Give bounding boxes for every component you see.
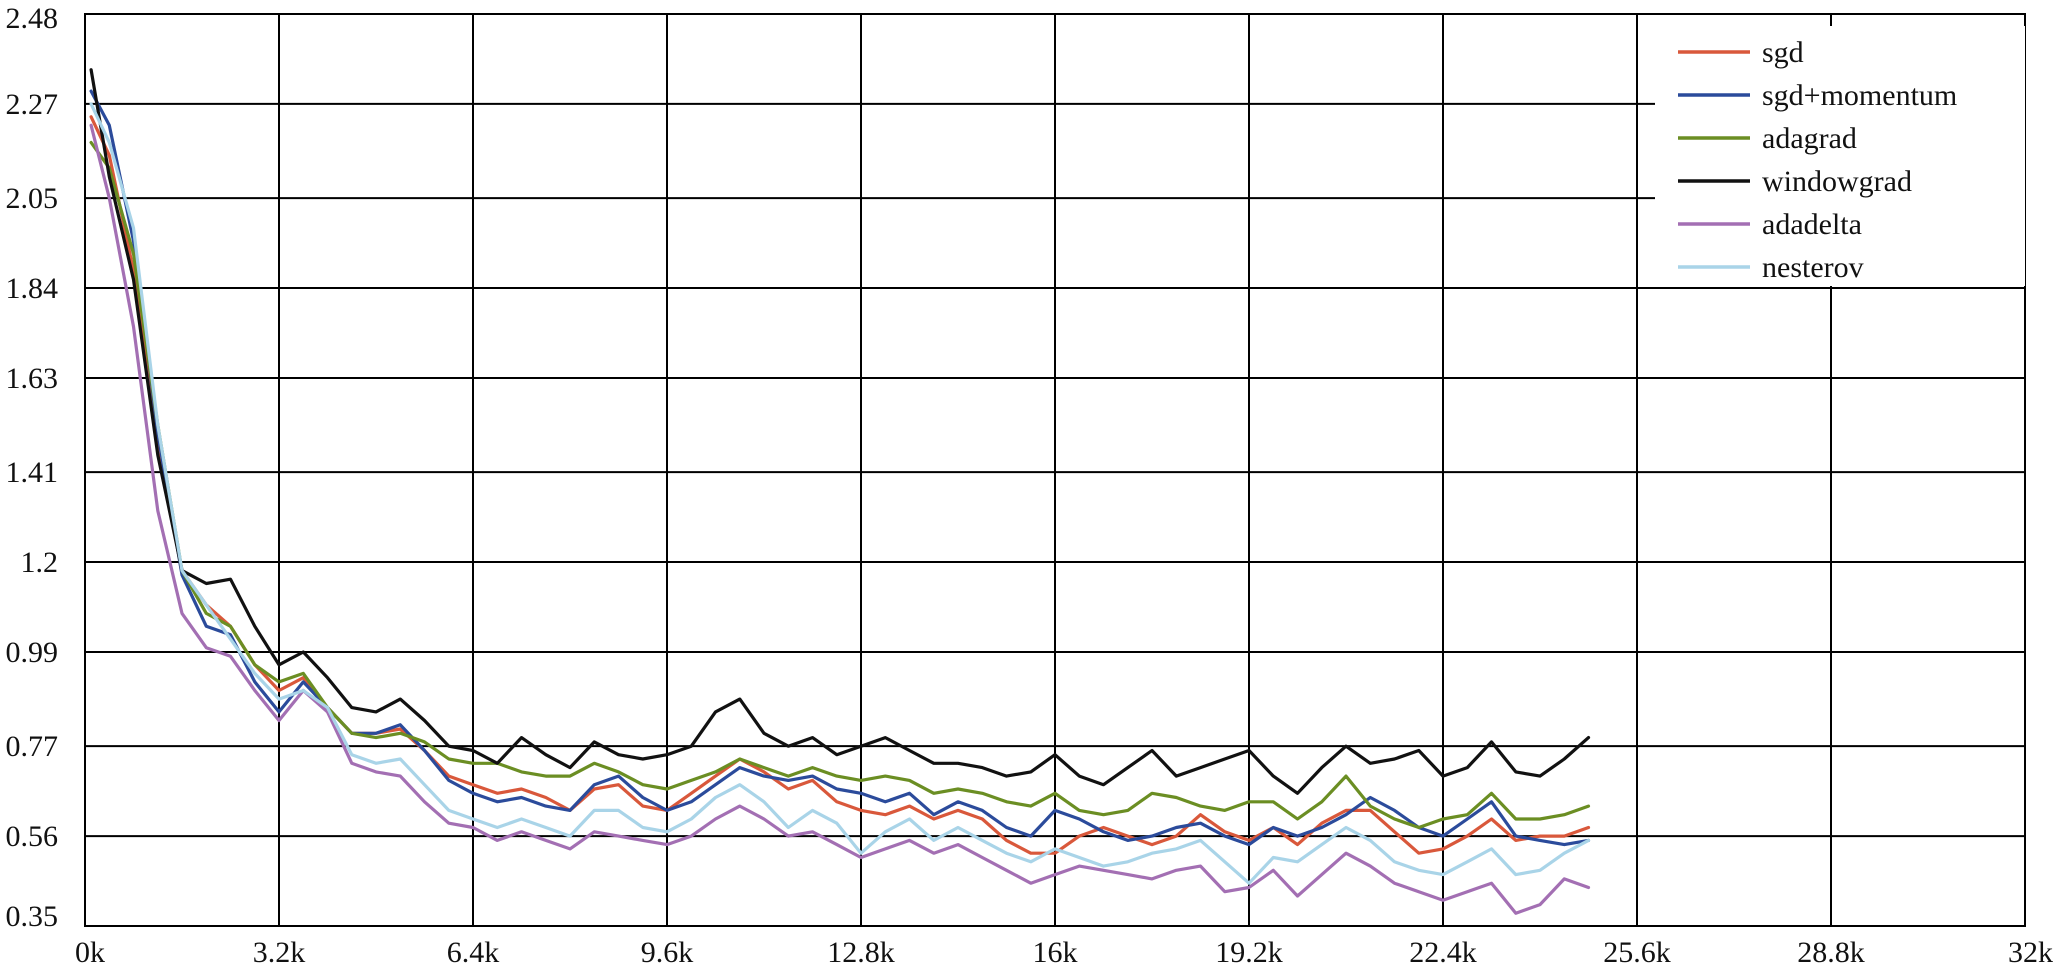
series-line-windowgrad <box>89 68 1591 795</box>
series-line-adagrad <box>89 140 1591 830</box>
series-line-nesterov <box>89 102 1591 885</box>
x-tick-label: 3.2k <box>253 936 306 967</box>
y-tick-label: 0.56 <box>6 820 59 853</box>
y-tick-label: 0.35 <box>6 900 59 933</box>
x-tick-label: 28.8k <box>1797 936 1865 967</box>
series-line-sgd <box>89 115 1591 855</box>
x-tick-label: 19.2k <box>1215 936 1283 967</box>
series-line-adadelta <box>89 123 1591 915</box>
y-tick-label: 2.27 <box>6 88 59 121</box>
y-tick-label: 1.41 <box>6 456 59 489</box>
y-tick-label: 2.05 <box>6 182 59 215</box>
y-tick-label: 0.99 <box>6 636 59 669</box>
legend-label: adagrad <box>1762 122 1857 155</box>
plot-frame <box>84 13 2026 927</box>
legend-label: sgd+momentum <box>1762 79 1957 112</box>
legend-label: sgd <box>1762 36 1804 69</box>
x-tick-label: 9.6k <box>641 936 694 967</box>
y-tick-label: 1.2 <box>21 546 59 579</box>
legend-label: adadelta <box>1762 208 1862 241</box>
grid <box>84 13 2026 927</box>
legend-box <box>1655 26 2025 286</box>
series-line-sgd-momentum <box>89 89 1591 847</box>
y-tick-label: 1.84 <box>6 272 59 305</box>
series-lines <box>89 68 1591 915</box>
legend-label: nesterov <box>1762 251 1864 284</box>
y-tick-label: 0.77 <box>6 730 59 763</box>
x-tick-label: 12.8k <box>827 936 895 967</box>
x-tick-label: 25.6k <box>1603 936 1671 967</box>
y-tick-label: 2.48 <box>6 2 59 35</box>
x-tick-label: 0k <box>75 936 105 967</box>
x-tick-label: 22.4k <box>1409 936 1477 967</box>
x-tick-label: 32k <box>2008 936 2053 967</box>
y-tick-label: 1.63 <box>6 362 59 395</box>
axis-tick-labels: 0k 3.2k 6.4k 9.6k 12.8k 16k 19.2k 22.4k 25.6k 28.… <box>6 2 2054 967</box>
x-tick-label: 16k <box>1033 936 1078 967</box>
legend: sgd sgd+momentum adagrad windowgrad adadelta… <box>1655 26 2025 286</box>
x-tick-label: 6.4k <box>447 936 500 967</box>
legend-label: windowgrad <box>1762 165 1912 198</box>
